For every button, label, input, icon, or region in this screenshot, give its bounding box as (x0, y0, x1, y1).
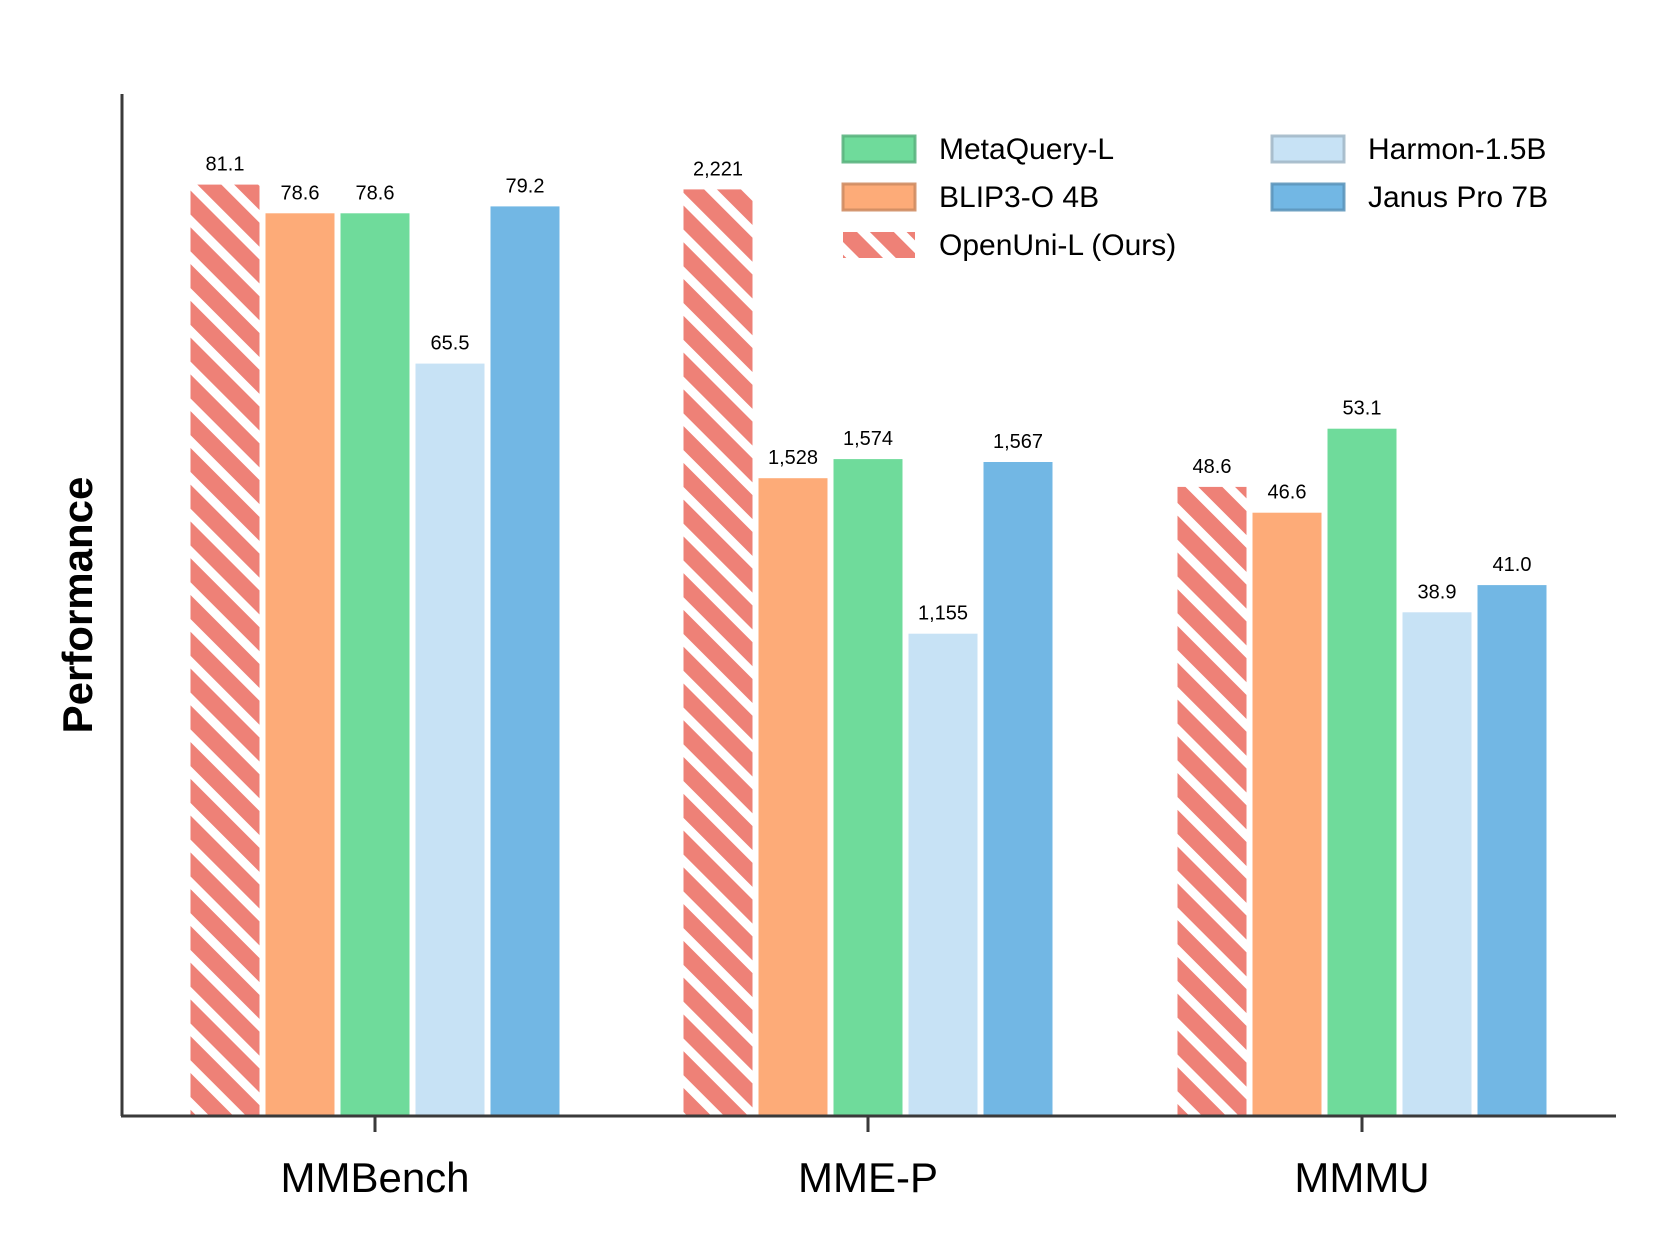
bar-mme-p-metaquery-l (833, 459, 903, 1116)
legend-swatch-blip3-o-4b (841, 182, 917, 212)
bar-mmbench-openuni-l-ours (190, 184, 260, 1116)
y-axis-label: Performance (54, 477, 101, 734)
x-tick-label-mmbench: MMBench (280, 1154, 469, 1201)
value-label-mmmu-janus-pro-7b: 41.0 (1493, 554, 1532, 576)
value-label-mme-p-metaquery-l: 1,574 (843, 428, 893, 450)
bar-mmbench-metaquery-l (340, 213, 410, 1116)
bar-mmmu-blip3-o-4b (1252, 512, 1322, 1115)
legend-swatch-harmon-1-5b (1270, 134, 1346, 164)
value-label-mmmu-metaquery-l: 53.1 (1343, 398, 1382, 420)
value-label-mmmu-harmon-1-5b: 38.9 (1418, 581, 1457, 603)
value-labels-group: 81.1 78.6 78.6 65.5 79.2 2,221 1,528 1,574 1,155… (206, 154, 1532, 625)
value-label-mmbench-metaquery-l: 78.6 (356, 182, 395, 204)
bars-group (190, 184, 1547, 1116)
legend-label-janus-pro-7b: Janus Pro 7B (1368, 181, 1548, 214)
legend-swatch-openuni-l-ours (843, 232, 915, 258)
bar-mmmu-janus-pro-7b (1477, 585, 1547, 1115)
x-tick-label-mme-p: MME-P (798, 1154, 938, 1201)
bar-mme-p-blip3-o-4b (758, 478, 828, 1115)
legend-swatch-janus-pro-7b (1270, 182, 1346, 212)
legend: MetaQuery-L BLIP3-O 4B OpenUni-L (Ours) Har… (841, 133, 1548, 262)
bar-mme-p-openuni-l-ours (683, 189, 753, 1115)
value-label-mmbench-blip3-o-4b: 78.6 (281, 182, 320, 204)
bar-mmmu-harmon-1-5b (1402, 612, 1472, 1115)
bar-mme-p-harmon-1-5b (908, 633, 978, 1115)
bar-mmbench-blip3-o-4b (265, 213, 335, 1116)
value-label-mme-p-harmon-1-5b: 1,155 (918, 603, 968, 625)
x-ticks-group: MMBench MME-P MMMU (280, 1116, 1430, 1201)
bar-mmbench-janus-pro-7b (490, 206, 560, 1115)
bar-mmmu-metaquery-l (1327, 428, 1397, 1115)
value-label-mmmu-blip3-o-4b: 46.6 (1268, 482, 1307, 504)
value-label-mme-p-blip3-o-4b: 1,528 (768, 447, 818, 469)
legend-label-metaquery-l: MetaQuery-L (939, 133, 1114, 166)
bar-mmmu-openuni-l-ours (1177, 486, 1247, 1115)
value-label-mme-p-openuni-l-ours: 2,221 (693, 158, 743, 180)
bar-mmbench-harmon-1-5b (415, 363, 485, 1116)
value-label-mmmu-openuni-l-ours: 48.6 (1193, 456, 1232, 478)
legend-label-openuni-l-ours: OpenUni-L (Ours) (939, 229, 1176, 262)
bar-mme-p-janus-pro-7b (983, 462, 1053, 1115)
value-label-mme-p-janus-pro-7b: 1,567 (993, 431, 1043, 453)
legend-label-harmon-1-5b: Harmon-1.5B (1368, 133, 1546, 166)
legend-label-blip3-o-4b: BLIP3-O 4B (939, 181, 1099, 214)
value-label-mmbench-harmon-1-5b: 65.5 (431, 333, 470, 355)
value-label-mmbench-openuni-l-ours: 81.1 (206, 154, 245, 176)
x-tick-label-mmmu: MMMU (1294, 1154, 1429, 1201)
value-label-mmbench-janus-pro-7b: 79.2 (506, 175, 545, 197)
legend-swatch-metaquery-l (841, 134, 917, 164)
